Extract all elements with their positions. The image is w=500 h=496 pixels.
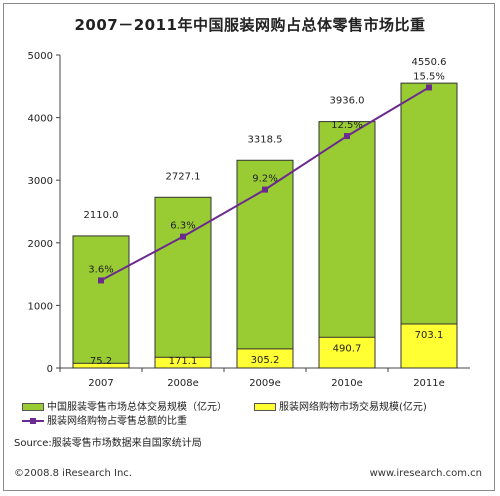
label-ratio: 3.6% [88,264,113,275]
label-ratio: 15.5% [413,71,445,82]
bar-online [236,348,294,369]
ratio-point [262,186,268,193]
label-online: 703.1 [415,330,444,341]
label-online: 171.1 [169,356,198,367]
ratio-point [344,133,350,140]
label-total-retail: 2727.1 [166,171,201,182]
label-total-retail: 3936.0 [330,96,365,107]
bar-total-retail [236,159,294,369]
label-online: 490.7 [333,343,362,354]
y-tick-label: 3000 [28,176,53,187]
legend-label-total-retail: 中国服装零售市场总体交易规模（亿元） [47,402,227,413]
label-online: 75.2 [90,356,112,367]
bar-total-retail [318,121,376,369]
label-total-retail: 2110.0 [84,210,119,221]
label-ratio: 6.3% [170,221,195,232]
bar-online [72,362,130,369]
label-ratio: 9.2% [252,174,277,185]
y-tick-label: 2000 [28,239,53,250]
legend-item-ratio: 服装网络购物占零售总额的比重 [22,412,187,427]
label-total-retail: 4550.6 [412,57,447,68]
x-tick-label: 2011e [413,378,445,389]
bar-online [318,336,376,369]
data-labels: 2110.0 2727.1 3318.5 3936.0 4550.6 75.2 171.1 3… [84,57,447,367]
bar-online [400,323,458,369]
y-tick-label: 5000 [28,51,53,62]
legend-label-online: 服装网络购物市场交易规模(亿元) [279,402,427,413]
legend-line-marker [22,417,44,425]
website-link: www.iresearch.com.cn [369,468,482,479]
legend-swatch-green [22,403,44,411]
y-tick-label: 4000 [28,114,53,125]
chart-title: 2007－2011年中国服装网购占总体零售市场比重 [74,16,426,34]
axes: 0 1000 2000 3000 4000 5000 2007 2008e 2009e 2010e… [28,51,470,389]
source-note: Source:服装零售市场数据来自国家统计局 [14,438,202,449]
bar-online [154,356,212,369]
ratio-point [98,277,104,284]
x-tick-label: 2007 [88,378,113,389]
legend-item-online: 服装网络购物市场交易规模(亿元) [254,398,427,413]
y-tick-label: 1000 [28,301,53,312]
x-tick-label: 2009e [249,378,281,389]
label-online: 305.2 [251,355,280,366]
label-total-retail: 3318.5 [248,134,283,145]
bar-total-retail [400,82,458,369]
bars [72,82,458,369]
legend-item-total-retail: 中国服装零售市场总体交易规模（亿元） [22,398,227,413]
y-tick-label: 0 [47,364,53,375]
chart-canvas: 0 1000 2000 3000 4000 5000 2007 2008e 2009e 2010e… [28,51,470,389]
ratio-line-layer [98,84,432,284]
copyright: ©2008.8 iResearch Inc. [14,468,132,479]
ratio-point [426,84,432,91]
legend-swatch-yellow [254,403,276,411]
label-ratio: 12.5% [331,120,363,131]
ratio-point [180,233,186,240]
bar-total-retail [72,235,130,369]
legend-label-ratio: 服装网络购物占零售总额的比重 [47,416,187,427]
x-tick-label: 2008e [167,378,199,389]
x-tick-label: 2010e [331,378,363,389]
